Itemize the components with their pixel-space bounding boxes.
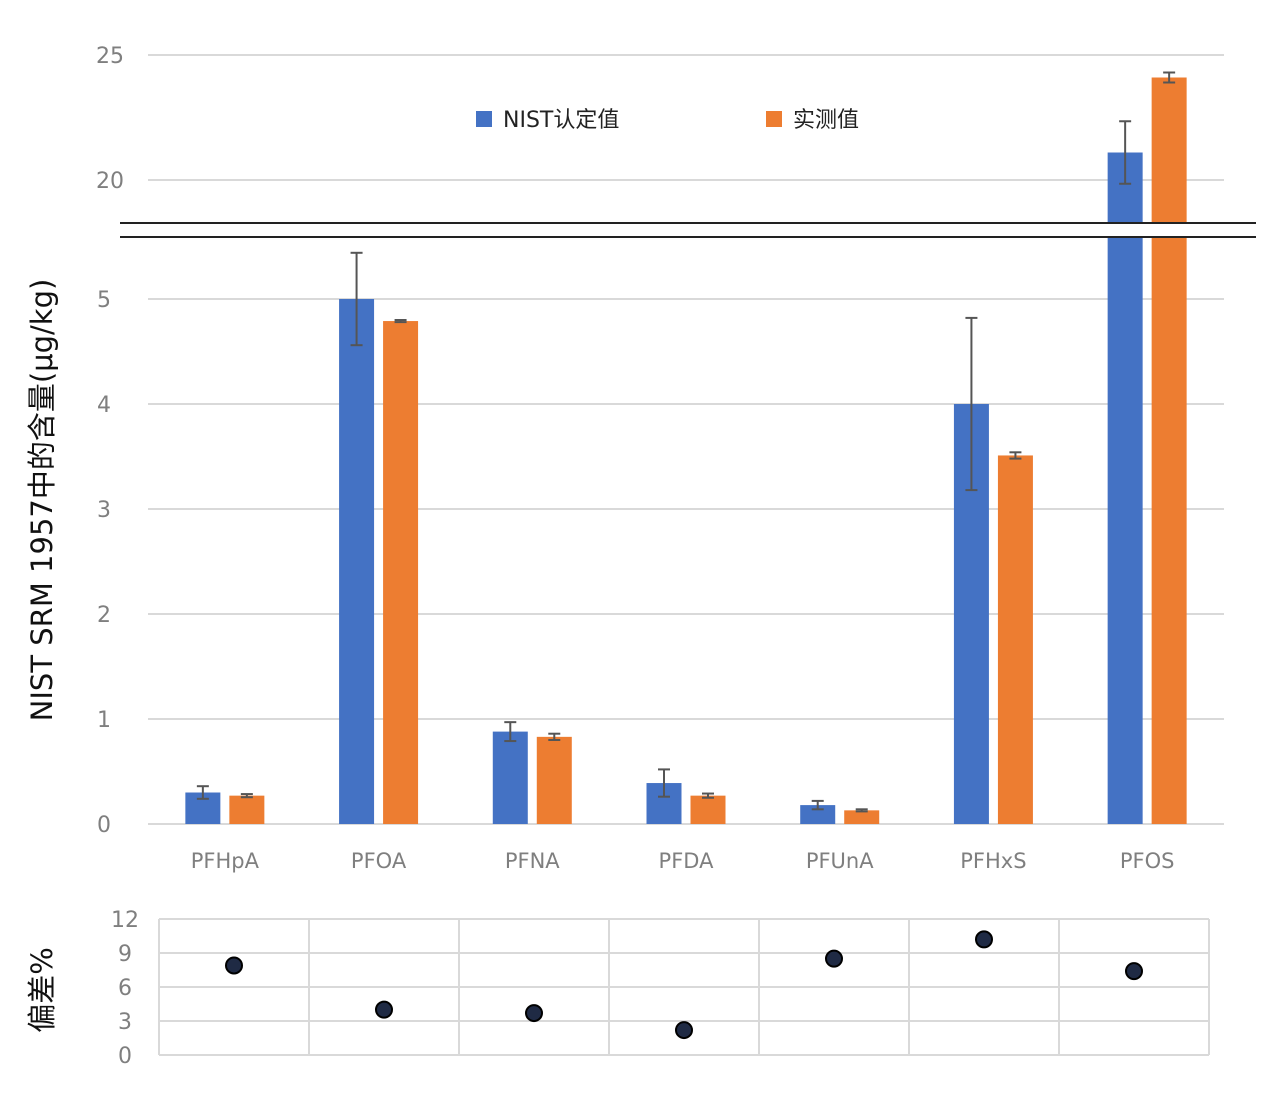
y-tick-4: 4 bbox=[97, 393, 111, 418]
bar-PFHxS-1 bbox=[997, 455, 1033, 824]
y-tick-1: 1 bbox=[97, 708, 111, 733]
bar-PFOA-0 bbox=[339, 299, 375, 824]
bias-points bbox=[225, 930, 1143, 1040]
x-axis-labels: PFHpA PFOA PFNA PFDA PFUnA PFHxS PFOS bbox=[191, 849, 1175, 873]
bar-PFOA-1 bbox=[383, 321, 419, 824]
x-label-PFHpA: PFHpA bbox=[191, 849, 260, 873]
bar-PFHpA-1 bbox=[229, 795, 265, 824]
top-bars bbox=[185, 77, 1187, 824]
y-tick-5: 5 bbox=[97, 288, 111, 313]
x-label-PFUnA: PFUnA bbox=[806, 849, 874, 873]
top-error-bars bbox=[196, 71, 1176, 813]
legend-label-nist: NIST认定值 bbox=[503, 108, 619, 133]
y-tick-0: 0 bbox=[97, 813, 111, 838]
bias-point-PFOS bbox=[1125, 962, 1143, 981]
x-label-PFOA: PFOA bbox=[351, 849, 407, 873]
x-label-PFDA: PFDA bbox=[659, 849, 715, 873]
bar-PFDA-1 bbox=[690, 795, 726, 824]
y-tick-20: 20 bbox=[96, 169, 124, 194]
bias-y-tick-0: 0 bbox=[118, 1044, 132, 1069]
y-tick-2: 2 bbox=[97, 603, 111, 628]
y-axis-label: NIST SRM 1957中的含量(μg/kg) bbox=[25, 279, 59, 722]
bar-PFOS-0 bbox=[1107, 152, 1143, 824]
y-tick-3: 3 bbox=[97, 498, 111, 523]
x-label-PFOS: PFOS bbox=[1120, 849, 1175, 873]
bias-y-axis-label: 偏差% bbox=[25, 947, 59, 1033]
bar-PFNA-0 bbox=[492, 731, 528, 824]
y-tick-25: 25 bbox=[96, 44, 124, 69]
axis-break bbox=[120, 222, 1280, 238]
legend-swatch-nist bbox=[476, 111, 492, 127]
bar-PFOS-1 bbox=[1151, 77, 1187, 824]
bar-PFUnA-0 bbox=[800, 805, 836, 824]
x-label-PFNA: PFNA bbox=[505, 849, 560, 873]
legend-label-measured: 实测值 bbox=[793, 108, 859, 133]
top-gridlines bbox=[148, 54, 1224, 825]
bias-point-PFNA bbox=[525, 1004, 543, 1023]
bias-point-PFOA bbox=[375, 1000, 393, 1019]
bias-y-tick-6: 6 bbox=[118, 976, 132, 1001]
bar-PFNA-1 bbox=[536, 736, 572, 824]
bias-y-tick-12: 12 bbox=[111, 908, 139, 933]
bias-point-PFUnA bbox=[825, 949, 843, 968]
bar-PFUnA-1 bbox=[844, 810, 880, 824]
bias-point-PFHpA bbox=[225, 956, 243, 975]
x-label-PFHxS: PFHxS bbox=[960, 849, 1026, 873]
top-y-tick-labels: 0 1 2 3 4 5 20 25 bbox=[96, 44, 124, 838]
bias-y-tick-labels: 0 3 6 9 12 bbox=[111, 908, 139, 1069]
legend-swatch-measured bbox=[766, 111, 782, 127]
bias-y-tick-9: 9 bbox=[118, 942, 132, 967]
bias-gridlines bbox=[158, 918, 1210, 1056]
axis-break-gap bbox=[120, 224, 1280, 236]
bias-point-PFHxS bbox=[975, 930, 993, 949]
bias-point-PFDA bbox=[675, 1021, 693, 1040]
legend: NIST认定值 实测值 bbox=[476, 108, 859, 133]
bias-y-tick-3: 3 bbox=[118, 1010, 132, 1035]
